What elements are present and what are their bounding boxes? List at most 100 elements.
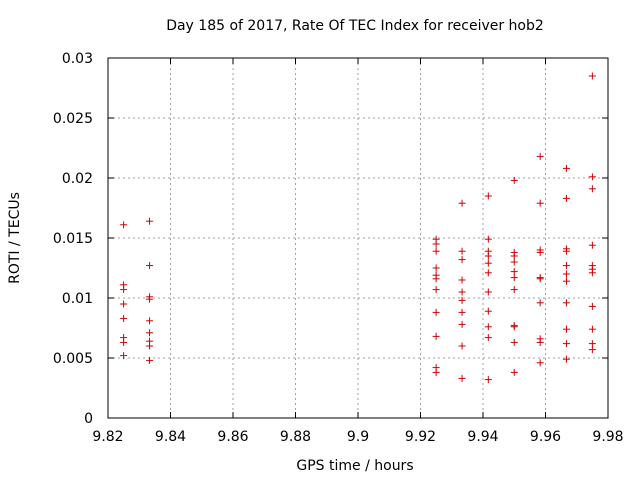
data-point bbox=[536, 299, 544, 307]
data-point bbox=[432, 332, 440, 340]
data-point bbox=[120, 221, 128, 229]
data-point bbox=[510, 368, 518, 376]
data-point bbox=[510, 286, 518, 294]
data-point bbox=[562, 270, 570, 278]
data-point bbox=[562, 277, 570, 285]
data-point bbox=[458, 308, 466, 316]
data-point bbox=[484, 323, 492, 331]
data-point bbox=[458, 342, 466, 350]
data-point bbox=[484, 307, 492, 315]
x-tick-label: 9.84 bbox=[155, 429, 186, 445]
data-point bbox=[562, 164, 570, 172]
data-point bbox=[562, 194, 570, 202]
data-point bbox=[510, 274, 518, 282]
data-point bbox=[432, 275, 440, 283]
x-tick-label: 9.9 bbox=[347, 429, 369, 445]
data-point bbox=[484, 334, 492, 342]
x-tick-label: 9.98 bbox=[592, 429, 623, 445]
data-point bbox=[536, 199, 544, 207]
plot-frame bbox=[107, 57, 609, 419]
data-point bbox=[536, 152, 544, 160]
data-point bbox=[458, 320, 466, 328]
data-point bbox=[536, 359, 544, 367]
data-point bbox=[458, 288, 466, 296]
data-point bbox=[588, 302, 596, 310]
y-axis-label: ROTI / TECUs bbox=[7, 192, 23, 284]
x-tick-labels: 9.82 9.84 9.86 9.88 9.9 9.92 9.94 9.96 9.98 bbox=[92, 429, 623, 445]
y-tick-label: 0.015 bbox=[53, 231, 93, 247]
data-point bbox=[432, 264, 440, 272]
data-point bbox=[588, 346, 596, 354]
data-point bbox=[536, 275, 544, 283]
data-point bbox=[562, 325, 570, 333]
x-tick-label: 9.86 bbox=[217, 429, 248, 445]
data-point bbox=[458, 247, 466, 255]
data-point bbox=[432, 368, 440, 376]
data-point bbox=[588, 185, 596, 193]
data-point bbox=[588, 340, 596, 348]
data-point bbox=[146, 317, 154, 325]
data-point bbox=[484, 235, 492, 243]
data-point bbox=[120, 314, 128, 322]
y-tick-label: 0.02 bbox=[62, 171, 93, 187]
data-point bbox=[510, 323, 518, 331]
data-point bbox=[510, 258, 518, 266]
data-point bbox=[562, 355, 570, 363]
data-point bbox=[120, 300, 128, 308]
data-point bbox=[510, 338, 518, 346]
x-tick-label: 9.94 bbox=[467, 429, 498, 445]
y-tick-label: 0.025 bbox=[53, 111, 93, 127]
data-point bbox=[536, 338, 544, 346]
data-point bbox=[120, 286, 128, 294]
data-point bbox=[484, 192, 492, 200]
y-tick-label: 0.03 bbox=[62, 51, 93, 67]
data-point bbox=[458, 199, 466, 207]
data-point bbox=[458, 296, 466, 304]
data-point bbox=[120, 352, 128, 360]
data-point bbox=[146, 356, 154, 364]
data-point bbox=[146, 262, 154, 270]
data-point bbox=[146, 342, 154, 350]
data-point bbox=[510, 176, 518, 184]
data-point bbox=[146, 295, 154, 303]
data-points bbox=[120, 72, 596, 384]
data-point bbox=[120, 338, 128, 346]
data-point bbox=[458, 276, 466, 284]
data-point bbox=[432, 240, 440, 248]
x-tick-label: 9.88 bbox=[280, 429, 311, 445]
data-point bbox=[146, 217, 154, 225]
data-point bbox=[484, 376, 492, 384]
chart-title: Day 185 of 2017, Rate Of TEC Index for r… bbox=[166, 18, 544, 34]
data-point bbox=[432, 308, 440, 316]
data-point bbox=[562, 247, 570, 255]
data-point bbox=[588, 325, 596, 333]
data-point bbox=[588, 241, 596, 249]
data-point bbox=[484, 252, 492, 260]
x-tick-label: 9.82 bbox=[92, 429, 123, 445]
data-point bbox=[536, 248, 544, 256]
data-point bbox=[562, 262, 570, 270]
grid-lines bbox=[108, 58, 608, 418]
y-tick-labels: 0 0.005 0.01 0.015 0.02 0.025 0.03 bbox=[53, 51, 93, 427]
x-tick-label: 9.96 bbox=[530, 429, 561, 445]
data-point bbox=[484, 288, 492, 296]
data-point bbox=[562, 340, 570, 348]
x-tick-label: 9.92 bbox=[405, 429, 436, 445]
data-point bbox=[432, 286, 440, 294]
data-point bbox=[562, 299, 570, 307]
data-point bbox=[510, 268, 518, 276]
data-point bbox=[458, 256, 466, 264]
data-point bbox=[484, 269, 492, 277]
x-axis-label: GPS time / hours bbox=[296, 458, 413, 474]
data-point bbox=[146, 329, 154, 337]
data-point bbox=[432, 247, 440, 255]
data-point bbox=[588, 173, 596, 181]
data-point bbox=[484, 259, 492, 267]
data-point bbox=[458, 374, 466, 382]
y-tick-label: 0.01 bbox=[62, 291, 93, 307]
y-tick-label: 0.005 bbox=[53, 351, 93, 367]
y-tick-label: 0 bbox=[84, 411, 93, 427]
data-point bbox=[588, 72, 596, 80]
data-point bbox=[588, 269, 596, 277]
